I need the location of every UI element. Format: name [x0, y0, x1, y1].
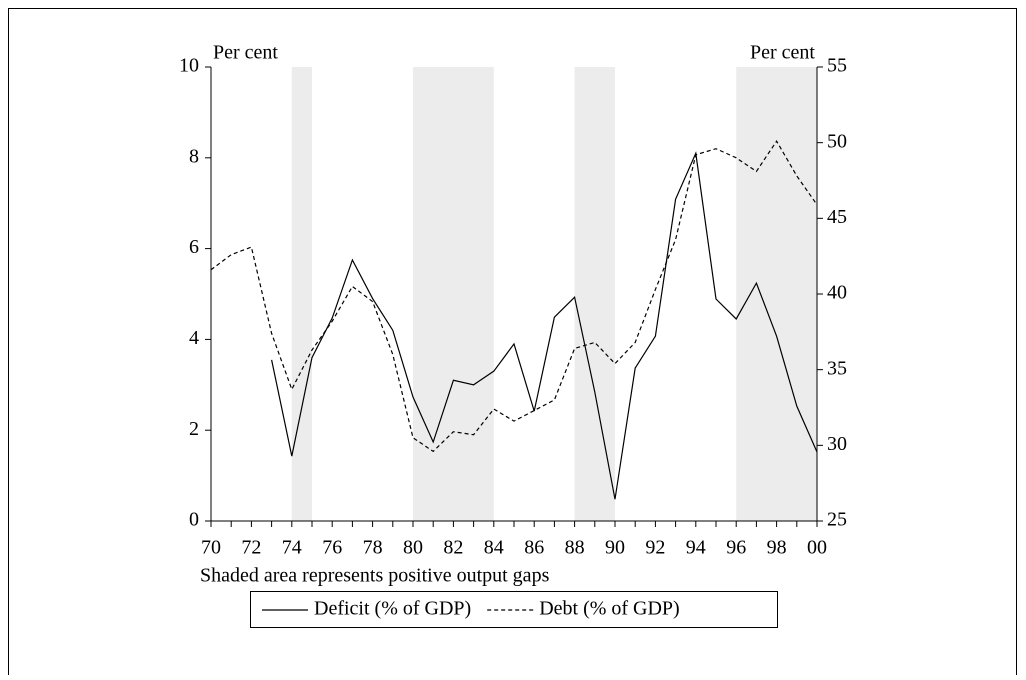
y2-tick-label: 30	[827, 433, 847, 455]
frame	[8, 8, 1017, 680]
y2-tick-label: 55	[827, 55, 847, 77]
y2-tick-label: 45	[827, 206, 847, 228]
x-tick-label: 78	[363, 537, 383, 559]
x-tick-label: 98	[767, 537, 787, 559]
x-tick-label: 76	[322, 537, 342, 559]
x-tick-label: 86	[524, 537, 544, 559]
x-tick-label: 80	[403, 537, 423, 559]
x-tick-label: 74	[282, 537, 302, 559]
y-tick-label: 10	[179, 55, 199, 77]
x-tick-label: 70	[201, 537, 221, 559]
y-axis-label: Per cent	[213, 42, 278, 64]
series-line	[271, 151, 818, 500]
shaded-span	[574, 67, 615, 521]
y-tick-label: 6	[189, 236, 199, 258]
x-tick-label: 82	[443, 537, 463, 559]
legend-label: Deficit (% of GDP)	[314, 598, 471, 620]
y-tick-label: 2	[189, 418, 199, 440]
x-tick-label: 92	[645, 537, 665, 559]
y-tick-label: 4	[189, 327, 199, 349]
y-tick-label: 0	[189, 509, 199, 531]
legend-box	[250, 591, 778, 628]
y2-tick-label: 35	[827, 357, 847, 379]
x-tick-label: 84	[484, 537, 504, 559]
y2-tick-label: 40	[827, 282, 847, 304]
shaded-span	[291, 67, 312, 521]
y2-tick-label: 25	[827, 509, 847, 531]
series-line	[210, 140, 818, 453]
x-tick-label: 88	[565, 537, 585, 559]
x-tick-label: 90	[605, 537, 625, 559]
shaded-span	[413, 67, 494, 521]
x-tick-label: 00	[807, 537, 827, 559]
x-tick-label: 96	[726, 537, 746, 559]
y2-tick-label: 50	[827, 130, 847, 152]
legend-label: Debt (% of GDP)	[539, 598, 680, 620]
x-tick-label: 94	[686, 537, 706, 559]
x-tick-label: 72	[241, 537, 261, 559]
y2-axis-label: Per cent	[750, 42, 815, 64]
y-tick-label: 8	[189, 145, 199, 167]
note: Shaded area represents positive output g…	[200, 565, 550, 587]
shaded-span	[736, 67, 817, 521]
